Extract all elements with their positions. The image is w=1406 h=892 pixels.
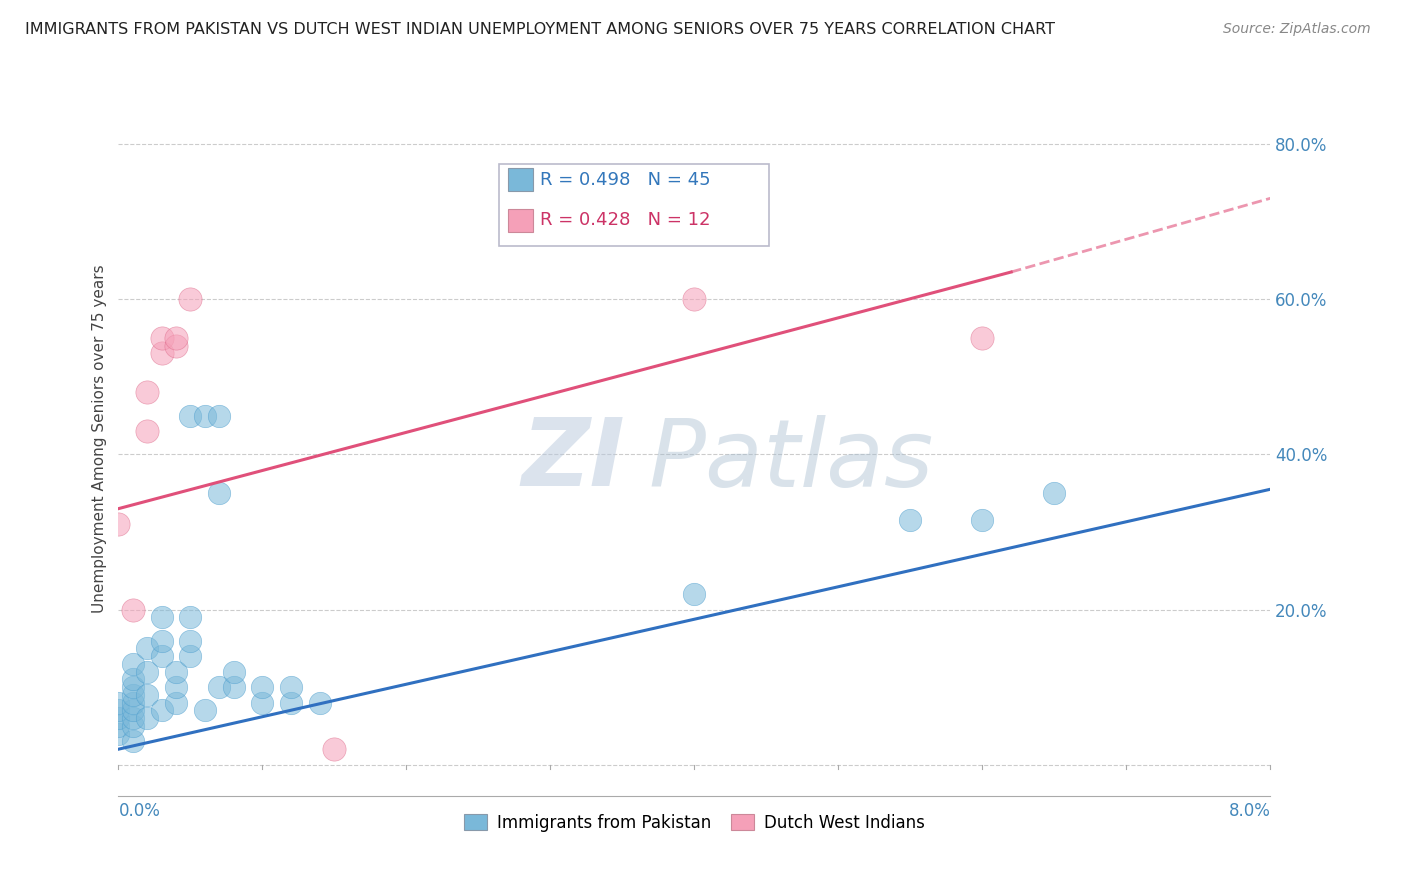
Point [107,726,129,740]
Point [165,696,187,710]
Point [194,409,217,423]
Point [309,696,332,710]
Text: 0.0%: 0.0% [118,802,160,820]
Point [323,742,346,756]
Text: R = 0.428   N = 12: R = 0.428 N = 12 [540,211,710,229]
Point [121,696,143,710]
Point [165,331,187,345]
Point [222,680,245,694]
Point [280,696,302,710]
Point [252,680,274,694]
Point [194,703,217,717]
Text: Source: ZipAtlas.com: Source: ZipAtlas.com [1223,22,1371,37]
Point [150,649,173,664]
Point [136,711,159,725]
Point [150,703,173,717]
Point [121,703,143,717]
Point [165,339,187,353]
Point [179,292,201,306]
Point [900,513,922,527]
Point [683,587,706,601]
Point [136,641,159,656]
Text: R = 0.498   N = 45: R = 0.498 N = 45 [540,170,710,189]
Legend: Immigrants from Pakistan, Dutch West Indians: Immigrants from Pakistan, Dutch West Ind… [457,807,932,838]
Point [150,633,173,648]
Point [150,346,173,360]
Point [107,719,129,733]
Point [121,719,143,733]
Point [165,665,187,679]
Point [107,696,129,710]
Point [683,292,706,306]
Point [121,734,143,748]
Point [280,680,302,694]
Point [972,513,994,527]
Point [179,649,201,664]
Point [179,633,201,648]
FancyBboxPatch shape [508,209,533,232]
Text: IMMIGRANTS FROM PAKISTAN VS DUTCH WEST INDIAN UNEMPLOYMENT AMONG SENIORS OVER 75: IMMIGRANTS FROM PAKISTAN VS DUTCH WEST I… [25,22,1056,37]
Point [222,665,245,679]
Point [208,486,231,500]
FancyBboxPatch shape [508,169,533,191]
Point [208,680,231,694]
Text: 8.0%: 8.0% [1229,802,1271,820]
Point [252,696,274,710]
Point [121,680,143,694]
Point [136,688,159,702]
Point [121,688,143,702]
Point [150,610,173,624]
Point [150,331,173,345]
Point [121,602,143,616]
Point [121,673,143,687]
Point [165,680,187,694]
Point [1043,486,1066,500]
Point [121,711,143,725]
Point [208,409,231,423]
FancyBboxPatch shape [499,164,769,246]
Point [972,331,994,345]
Point [121,657,143,671]
Point [179,610,201,624]
Point [136,665,159,679]
Text: ZI: ZI [522,414,626,507]
Point [107,711,129,725]
Point [179,409,201,423]
Point [107,517,129,532]
Y-axis label: Unemployment Among Seniors over 75 years: Unemployment Among Seniors over 75 years [93,265,107,613]
Point [136,385,159,400]
Text: Patlas: Patlas [648,415,934,506]
Point [107,703,129,717]
Point [136,424,159,438]
